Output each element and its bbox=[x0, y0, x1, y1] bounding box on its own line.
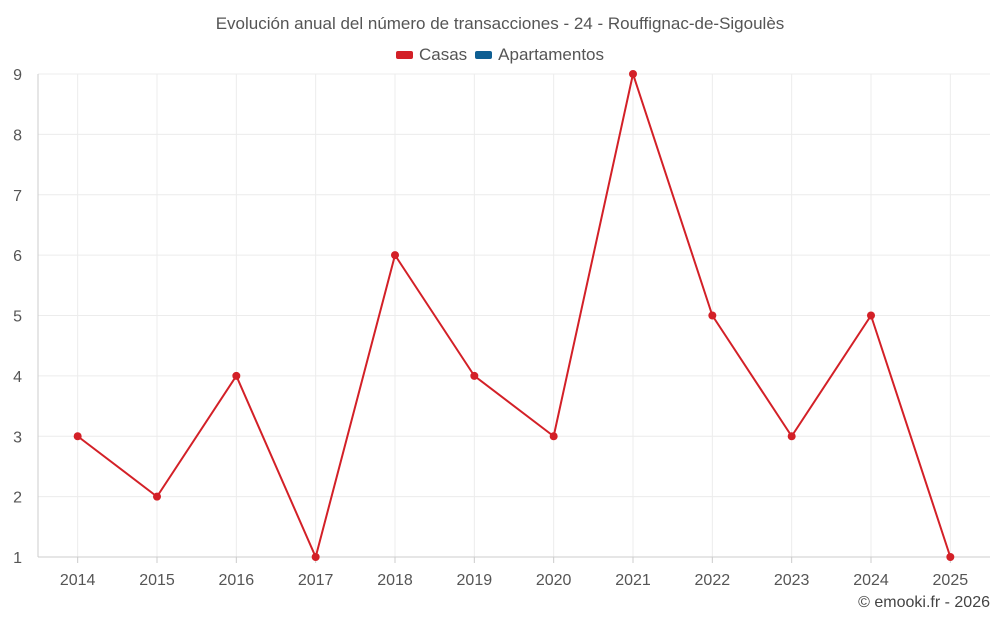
x-tick-label: 2014 bbox=[60, 572, 96, 589]
x-tick-label: 2021 bbox=[615, 572, 651, 589]
data-point bbox=[470, 371, 479, 380]
series-line-casas bbox=[77, 73, 952, 558]
legend-item-apartamentos[interactable]: Apartamentos bbox=[475, 45, 604, 65]
x-tick-label: 2018 bbox=[377, 572, 413, 589]
x-tick-label: 2025 bbox=[933, 572, 969, 589]
legend-swatch-apartamentos bbox=[475, 51, 493, 59]
x-tick-label: 2022 bbox=[695, 572, 731, 589]
data-point bbox=[708, 311, 717, 320]
data-point bbox=[153, 492, 161, 501]
x-tick-label: 2020 bbox=[536, 572, 572, 589]
legend-swatch-casas bbox=[395, 51, 413, 59]
data-point bbox=[549, 432, 558, 441]
y-tick-label: 4 bbox=[13, 369, 22, 386]
data-point bbox=[629, 70, 637, 78]
y-tick-label: 8 bbox=[13, 127, 22, 144]
y-tick-label: 5 bbox=[13, 309, 22, 326]
data-point bbox=[311, 553, 320, 561]
data-point bbox=[787, 432, 796, 441]
y-tick-label: 9 bbox=[13, 67, 22, 84]
x-tick-label: 2016 bbox=[219, 572, 255, 589]
y-tick-label: 7 bbox=[13, 188, 22, 205]
y-tick-label: 2 bbox=[13, 490, 22, 507]
data-point bbox=[73, 432, 82, 441]
data-point bbox=[867, 311, 875, 320]
x-tick-label: 2023 bbox=[774, 572, 810, 589]
x-tick-label: 2019 bbox=[457, 572, 493, 589]
y-tick-label: 3 bbox=[13, 429, 22, 446]
legend-item-casas[interactable]: Casas bbox=[395, 45, 468, 65]
y-tick-label: 6 bbox=[13, 248, 22, 265]
footer-credit: © emooki.fr - 2026 bbox=[858, 594, 990, 611]
data-point bbox=[232, 371, 241, 380]
x-tick-label: 2015 bbox=[139, 572, 175, 589]
legend-label-casas: Casas bbox=[418, 45, 468, 64]
data-point bbox=[391, 251, 399, 260]
x-tick-label: 2024 bbox=[853, 572, 889, 589]
x-tick-label: 2017 bbox=[298, 572, 334, 589]
y-tick-label: 1 bbox=[13, 550, 22, 567]
chart-title: Evolución anual del número de transaccio… bbox=[215, 14, 785, 33]
legend: Casas Apartamentos bbox=[0, 45, 1000, 65]
data-point bbox=[946, 553, 955, 561]
legend-label-apartamentos: Apartamentos bbox=[498, 45, 605, 64]
